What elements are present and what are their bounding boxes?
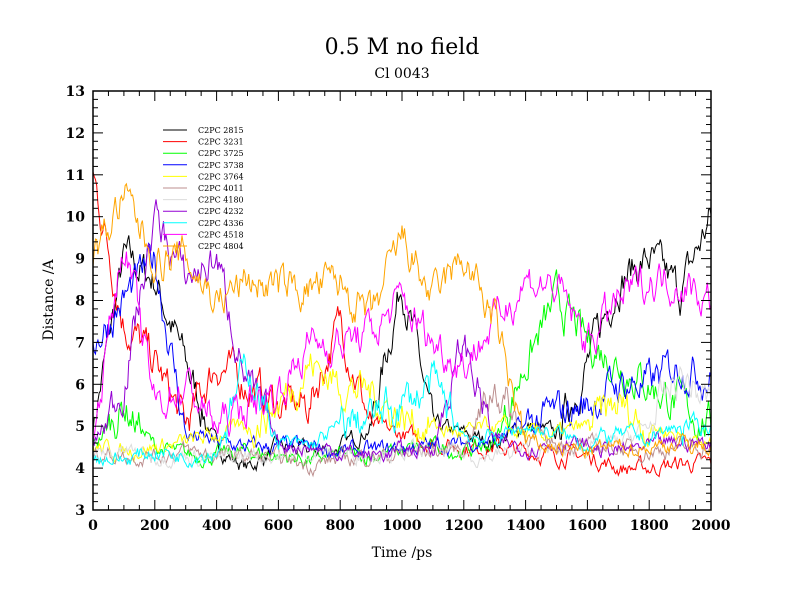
legend-label: C2PC 3231 bbox=[198, 138, 244, 147]
legend-label: C2PC 2815 bbox=[198, 126, 244, 135]
y-tick-label: 5 bbox=[75, 419, 85, 435]
legend-label: C2PC 4180 bbox=[198, 196, 244, 205]
series-line-9 bbox=[92, 353, 712, 469]
y-tick-label: 6 bbox=[75, 377, 85, 393]
x-tick-label: 400 bbox=[202, 518, 231, 534]
chart-subtitle: Cl 0043 bbox=[374, 66, 429, 82]
x-tick-label: 200 bbox=[140, 518, 169, 534]
x-tick-label: 1200 bbox=[444, 518, 483, 534]
series-line-8 bbox=[92, 199, 712, 463]
series-line-11 bbox=[92, 182, 712, 460]
legend: C2PC 2815 C2PC 3231 C2PC 3725 C2PC 3738 C2PC… bbox=[163, 126, 244, 251]
y-axis-label: Distance /A bbox=[41, 258, 57, 340]
x-axis-label: Time /ps bbox=[372, 545, 433, 561]
y-tick-label: 10 bbox=[66, 210, 86, 226]
legend-label: C2PC 3725 bbox=[198, 149, 244, 158]
y-tick-label: 8 bbox=[75, 294, 85, 310]
x-tick-label: 2000 bbox=[692, 518, 731, 534]
series-line-10 bbox=[92, 251, 712, 441]
x-tick-label: 1000 bbox=[383, 518, 422, 534]
axes: 0 200 400 600 800 1000 1200 1400 1600 1800 2000 3 4 5… bbox=[66, 84, 731, 534]
y-tick-label: 12 bbox=[66, 126, 85, 142]
legend-label: C2PC 4011 bbox=[198, 184, 244, 193]
chart-title: 0.5 M no field bbox=[325, 35, 480, 60]
legend-label: C2PC 4336 bbox=[198, 219, 244, 228]
legend-label: C2PC 4518 bbox=[198, 230, 244, 239]
legend-label: C2PC 3738 bbox=[198, 161, 244, 170]
x-tick-label: 600 bbox=[264, 518, 293, 534]
x-tick-label: 1600 bbox=[568, 518, 607, 534]
legend-label: C2PC 4804 bbox=[198, 242, 244, 251]
y-tick-label: 4 bbox=[75, 461, 85, 477]
x-tick-label: 0 bbox=[88, 518, 98, 534]
y-tick-label: 3 bbox=[75, 503, 85, 519]
y-tick-label: 9 bbox=[75, 252, 85, 268]
series-lines bbox=[92, 171, 712, 478]
series-line-5 bbox=[92, 353, 712, 464]
legend-label: C2PC 3764 bbox=[198, 172, 244, 181]
x-tick-label: 1800 bbox=[630, 518, 669, 534]
y-tick-label: 13 bbox=[66, 84, 85, 100]
series-line-2 bbox=[92, 171, 712, 478]
x-tick-label: 1400 bbox=[506, 518, 545, 534]
x-tick-label: 800 bbox=[326, 518, 355, 534]
y-tick-label: 7 bbox=[75, 335, 85, 351]
y-tick-label: 11 bbox=[66, 168, 85, 184]
legend-label: C2PC 4232 bbox=[198, 207, 244, 216]
